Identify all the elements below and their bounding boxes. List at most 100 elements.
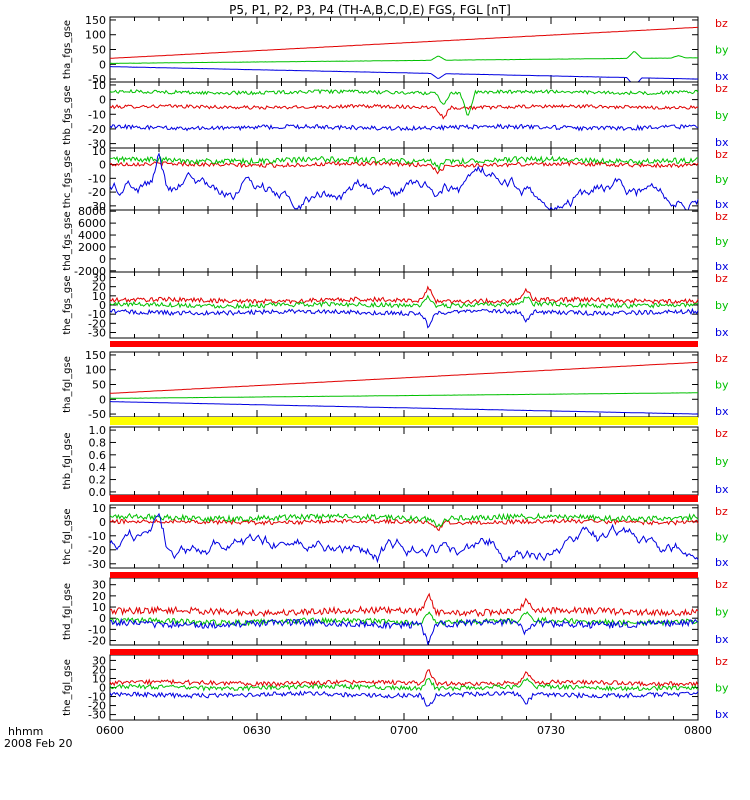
status-bar xyxy=(110,495,698,502)
status-bar xyxy=(110,572,698,578)
y-tick-label: -10 xyxy=(88,530,106,543)
legend-label: bx xyxy=(715,708,729,721)
y-tick-label: 20 xyxy=(92,590,106,603)
panel: 100-10-20-30 thc_fgs_gse bz by bx xyxy=(62,145,729,213)
y-tick-label: -10 xyxy=(88,108,106,121)
series-line-bx xyxy=(109,690,699,707)
series-line-by xyxy=(109,392,698,399)
series-line-by xyxy=(109,512,699,528)
y-tick-label: 30 xyxy=(92,654,106,667)
y-tick-label: 0 xyxy=(99,253,106,266)
legend-label: bz xyxy=(715,505,728,518)
series-line-bz xyxy=(109,285,699,305)
x-tick-label: 0700 xyxy=(390,724,418,737)
status-bar xyxy=(110,417,698,425)
y-tick-label: 0 xyxy=(99,393,106,406)
y-tick-label: -20 xyxy=(88,186,106,199)
legend-label: bx xyxy=(715,198,729,211)
y-tick-label: 0 xyxy=(99,94,106,107)
y-tick-label: 150 xyxy=(85,14,106,27)
x-axis-label: hhmm xyxy=(8,725,43,738)
series-line-by xyxy=(109,155,699,172)
y-tick-label: -30 xyxy=(88,558,106,571)
x-tick-label: 0730 xyxy=(537,724,565,737)
y-tick-label: -50 xyxy=(88,73,106,86)
legend-label: bx xyxy=(715,633,729,646)
y-tick-label: 0 xyxy=(99,159,106,172)
y-tick-label: -2000 xyxy=(74,265,106,278)
y-tick-label: -10 xyxy=(88,308,106,321)
y-tick-label: -30 xyxy=(88,200,106,213)
y-axis-label: tha_fgs_gse xyxy=(62,20,73,79)
y-tick-label: 8000 xyxy=(78,205,106,218)
y-tick-label: -20 xyxy=(88,700,106,713)
legend-label: bx xyxy=(715,136,729,149)
legend-label: bz xyxy=(715,655,728,668)
legend-label: bz xyxy=(715,210,728,223)
series-line-by xyxy=(109,88,699,116)
y-tick-label: -20 xyxy=(88,317,106,330)
x-tick-label: 0630 xyxy=(243,724,271,737)
series-line-bz xyxy=(109,103,699,120)
legend-label: by xyxy=(715,682,729,695)
y-tick-label: 100 xyxy=(85,364,106,377)
y-tick-label: 0 xyxy=(99,682,106,695)
panel-frame xyxy=(109,504,699,569)
legend-label: by xyxy=(715,173,729,186)
legend-label: bz xyxy=(715,272,728,285)
y-tick-label: 10 xyxy=(92,601,106,614)
series-line-bz xyxy=(109,26,698,59)
y-tick-label: -20 xyxy=(88,635,106,648)
y-tick-label: 0.0 xyxy=(89,486,107,499)
legend-label: by xyxy=(715,455,729,468)
y-tick-label: -30 xyxy=(88,138,106,151)
y-tick-label: -10 xyxy=(88,623,106,636)
series-line-by xyxy=(109,677,699,692)
y-tick-label: 2000 xyxy=(78,241,106,254)
legend-label: by xyxy=(715,531,729,544)
y-tick-label: 1.0 xyxy=(89,424,107,437)
legend-label: bx xyxy=(715,405,729,418)
y-axis-label: thb_fgl_gse xyxy=(62,433,73,490)
series-line-by xyxy=(109,611,699,627)
series-line-bx xyxy=(109,307,699,329)
y-tick-label: 10 xyxy=(92,672,106,685)
y-tick-label: 150 xyxy=(85,349,106,362)
chart-title: P5, P1, P2, P3, P4 (TH-A,B,C,D,E) FGS, F… xyxy=(229,3,511,17)
legend-label: bz xyxy=(715,427,728,440)
panel: 100-10-20-30 thc_fgl_gse bz by bx xyxy=(62,495,729,571)
legend-label: by xyxy=(715,44,729,57)
legend-label: bx xyxy=(715,483,729,496)
y-axis-label: the_fgl_gse xyxy=(62,659,73,716)
y-axis-label: thd_fgl_gse xyxy=(62,583,73,640)
legend-label: bz xyxy=(715,578,728,591)
y-axis-label: thc_fgl_gse xyxy=(62,508,73,564)
y-tick-label: -50 xyxy=(88,408,106,421)
series-line-bx xyxy=(109,512,699,564)
panel-frame xyxy=(109,81,699,149)
y-axis-label: thd_fgs_gse xyxy=(62,211,73,270)
series-line-bx xyxy=(110,66,698,83)
y-tick-label: -20 xyxy=(88,123,106,136)
y-tick-label: 0.4 xyxy=(89,461,107,474)
status-bar xyxy=(110,649,698,655)
panel: 150 100 500 -50 tha_fgs_gse bz by bx xyxy=(62,14,729,86)
legend-label: by xyxy=(715,235,729,248)
y-tick-label: 10 xyxy=(92,502,106,515)
series-line-bz xyxy=(109,517,699,532)
series-line-by xyxy=(109,294,699,310)
x-tick-label: 0600 xyxy=(96,724,124,737)
legend-label: bz xyxy=(715,352,728,365)
series-line-bx xyxy=(110,401,699,415)
legend-label: by xyxy=(715,379,729,392)
series-line-bz xyxy=(110,361,699,394)
y-tick-label: 30 xyxy=(92,579,106,592)
y-tick-label: 0.6 xyxy=(89,449,107,462)
y-axis-label: thc_fgs_gse xyxy=(62,150,73,209)
panel-frame xyxy=(109,577,699,646)
y-tick-label: 10 xyxy=(92,79,106,92)
y-tick-label: -20 xyxy=(88,544,106,557)
y-tick-label: 4000 xyxy=(78,229,106,242)
